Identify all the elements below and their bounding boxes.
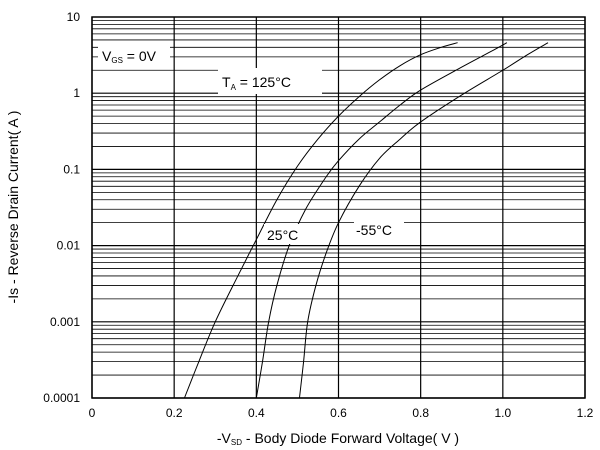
y-tick-label: 10 <box>67 10 81 24</box>
x-tick-label: 0.2 <box>166 406 183 420</box>
curves <box>183 42 549 399</box>
y-axis-label: -Is - Reverse Drain Current( A ) <box>5 111 21 304</box>
x-tick-label: 1.0 <box>494 406 511 420</box>
curve-minus55c <box>298 42 549 399</box>
curve-25c <box>255 42 508 399</box>
x-tick-label: 0.8 <box>412 406 429 420</box>
vgs-annotation-bg <box>98 44 170 66</box>
x-tick-labels: 0 0.2 0.4 0.6 0.8 1.0 1.2 <box>89 406 594 420</box>
ta-annotation-bg <box>218 68 322 94</box>
x-tick-label: 1.2 <box>577 406 594 420</box>
t25-annotation: 25°C <box>267 227 298 243</box>
x-tick-label: 0.6 <box>330 406 347 420</box>
grid <box>91 17 586 399</box>
ta-annotation: TA = 125°C <box>222 74 291 92</box>
x-tick-label: 0.4 <box>248 406 265 420</box>
y-tick-labels: 0.0001 0.001 0.01 0.1 1 10 <box>43 10 80 405</box>
y-tick-label: 0.1 <box>63 162 80 176</box>
t25-annotation-bg <box>264 224 310 244</box>
tm55-annotation: -55°C <box>356 222 392 238</box>
y-tick-label: 0.001 <box>50 315 80 329</box>
vgs-annotation: VGS = 0V <box>102 48 157 65</box>
x-tick-label: 0 <box>89 406 96 420</box>
tm55-annotation-bg <box>354 219 404 239</box>
plot-frame <box>91 16 586 399</box>
x-axis-label: -VSD - Body Diode Forward Voltage( V ) <box>217 430 459 447</box>
y-tick-label: 1 <box>73 86 80 100</box>
y-tick-label: 0.01 <box>57 239 81 253</box>
y-tick-label: 0.0001 <box>43 391 80 405</box>
curve-125c <box>183 42 458 399</box>
